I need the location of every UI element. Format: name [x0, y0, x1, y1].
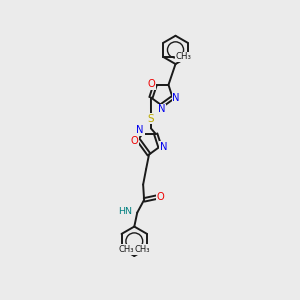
Text: O: O — [156, 191, 164, 202]
Text: CH₃: CH₃ — [119, 245, 134, 254]
Text: CH₃: CH₃ — [176, 52, 191, 62]
Text: CH₃: CH₃ — [134, 245, 150, 254]
Text: N: N — [160, 142, 167, 152]
Text: N: N — [172, 93, 180, 103]
Text: O: O — [131, 136, 139, 146]
Text: N: N — [136, 125, 144, 135]
Text: O: O — [148, 79, 156, 89]
Text: HN: HN — [118, 207, 132, 216]
Text: S: S — [148, 114, 154, 124]
Text: N: N — [158, 104, 166, 114]
